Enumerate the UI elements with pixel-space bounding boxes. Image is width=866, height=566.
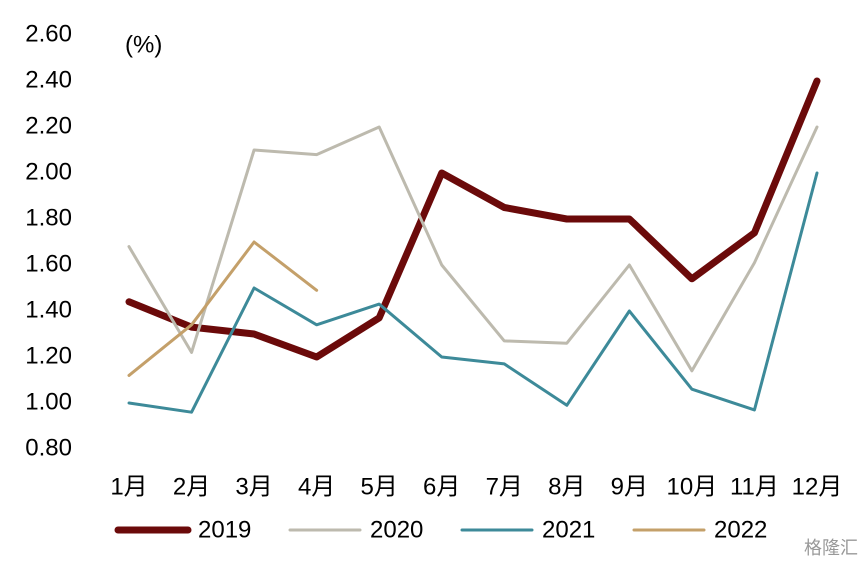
y-tick-label: 2.40: [25, 66, 72, 93]
y-tick-label: 2.60: [25, 20, 72, 47]
x-tick-label: 3月: [235, 473, 272, 500]
watermark: 格隆汇: [804, 538, 858, 558]
x-tick-label: 1月: [110, 473, 147, 500]
y-tick-label: 1.60: [25, 250, 72, 277]
series-line: [125, 77, 821, 361]
y-tick-label: 2.00: [25, 158, 72, 185]
x-tick-label: 2月: [173, 473, 210, 500]
legend-label: 2019: [198, 516, 251, 543]
y-tick-label: 0.80: [25, 434, 72, 461]
y-tick-label: 2.20: [25, 112, 72, 139]
series-line: [127, 171, 819, 414]
legend-label: 2021: [542, 516, 595, 543]
x-tick-label: 11月: [730, 473, 779, 500]
y-tick-label: 1.40: [25, 296, 72, 323]
y-tick-label: 1.00: [25, 388, 72, 415]
x-tick-label: 8月: [548, 473, 585, 500]
x-tick-label: 7月: [486, 473, 523, 500]
unit-annotation: (%): [125, 31, 162, 58]
legend-label: 2022: [714, 516, 767, 543]
legend-label: 2020: [370, 516, 423, 543]
series-line: [127, 125, 819, 373]
x-tick-label: 12月: [792, 473, 843, 500]
y-tick-label: 1.80: [25, 204, 72, 231]
x-tick-label: 4月: [298, 473, 335, 500]
x-tick-label: 6月: [423, 473, 460, 500]
x-tick-label: 10月: [667, 473, 718, 500]
x-tick-label: 5月: [361, 473, 398, 500]
series-line: [127, 240, 319, 377]
y-tick-label: 1.20: [25, 342, 72, 369]
x-tick-label: 9月: [611, 473, 648, 500]
